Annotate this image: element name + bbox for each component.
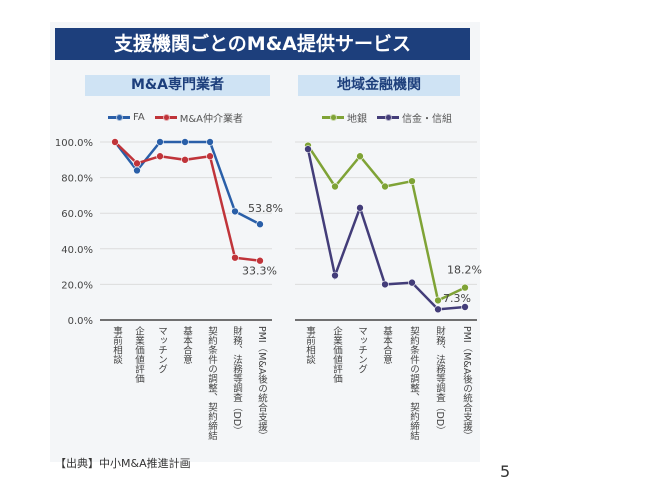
legend-left: FA M&A仲介業者 xyxy=(108,110,243,125)
legend-label: FA xyxy=(133,112,145,123)
data-point xyxy=(256,220,264,229)
legend-item: 信金・信組 xyxy=(377,110,452,125)
y-tick-label: 80.0% xyxy=(61,174,93,185)
data-point xyxy=(256,256,264,265)
data-point xyxy=(133,159,141,168)
data-point xyxy=(133,166,141,175)
y-tick-label: 0.0% xyxy=(68,316,93,327)
data-label: 33.3% xyxy=(242,265,277,278)
legend-swatch xyxy=(108,114,130,121)
data-point xyxy=(461,303,469,311)
x-tick-label: マッチング xyxy=(356,326,367,374)
data-point xyxy=(408,177,416,185)
legend-swatch xyxy=(154,114,177,121)
legend-swatch xyxy=(322,114,344,121)
data-point xyxy=(111,138,119,146)
legend-right: 地銀 信金・信組 xyxy=(322,110,452,125)
y-tick-label: 60.0% xyxy=(61,209,93,220)
x-tick-label: 契約条件の調整、契約締結 xyxy=(408,326,419,440)
x-tick-label: 基本合意 xyxy=(181,326,192,364)
x-tick-label: マッチング xyxy=(156,326,167,374)
legend-item: 地銀 xyxy=(322,110,367,125)
data-point xyxy=(434,305,442,314)
legend-label: M&A仲介業者 xyxy=(179,114,243,125)
x-tick-label: PMI（M&A後の統合支援） xyxy=(461,326,472,441)
x-tick-label: 財務、法務等調査（DD） xyxy=(231,326,242,436)
series-line xyxy=(306,144,466,303)
x-tick-label: 企業価値評価 xyxy=(331,326,342,383)
page-number: 5 xyxy=(500,462,511,481)
data-point xyxy=(356,204,364,212)
data-point xyxy=(461,283,469,292)
slide-title: 支援機関ごとのM&A提供サービス xyxy=(55,28,470,60)
data-point xyxy=(408,278,416,287)
data-point xyxy=(206,152,214,161)
x-tick-label: 事前相談 xyxy=(111,326,122,364)
chart-title-left: M&A専門業者 xyxy=(85,75,270,96)
y-tick-label: 100.0% xyxy=(55,138,93,149)
data-point xyxy=(331,182,339,191)
data-point xyxy=(381,280,389,289)
x-tick-label: 基本合意 xyxy=(381,326,392,364)
data-label: 7.3% xyxy=(443,292,471,305)
legend-swatch xyxy=(377,114,399,121)
data-label: 53.8% xyxy=(248,202,283,215)
data-point xyxy=(156,152,164,161)
data-point xyxy=(381,182,389,191)
legend-item: FA xyxy=(108,112,145,123)
y-tick-label: 40.0% xyxy=(61,245,93,256)
y-tick-label: 20.0% xyxy=(61,280,93,291)
data-point xyxy=(231,253,239,262)
source-note: 【出典】中小M&A推進計画 xyxy=(55,457,191,470)
data-point xyxy=(231,207,239,216)
legend-label: 信金・信組 xyxy=(402,114,452,125)
data-point xyxy=(356,152,364,161)
x-tick-label: 企業価値評価 xyxy=(133,326,144,383)
data-point xyxy=(434,296,442,305)
chart-title-right: 地域金融機関 xyxy=(298,75,460,96)
x-tick-label: PMI（M&A後の統合支援） xyxy=(256,326,267,441)
x-tick-label: 事前相談 xyxy=(304,326,315,364)
data-point xyxy=(156,138,164,146)
data-point xyxy=(304,145,312,153)
legend-label: 地銀 xyxy=(347,114,367,125)
data-point xyxy=(331,271,339,280)
data-point xyxy=(206,138,214,146)
x-tick-label: 財務、法務等調査（DD） xyxy=(434,326,445,436)
x-tick-label: 契約条件の調整、契約締結 xyxy=(206,326,217,440)
legend-item: M&A仲介業者 xyxy=(154,110,243,125)
data-label: 18.2% xyxy=(447,264,482,277)
data-point xyxy=(181,138,189,146)
data-point xyxy=(181,156,189,164)
